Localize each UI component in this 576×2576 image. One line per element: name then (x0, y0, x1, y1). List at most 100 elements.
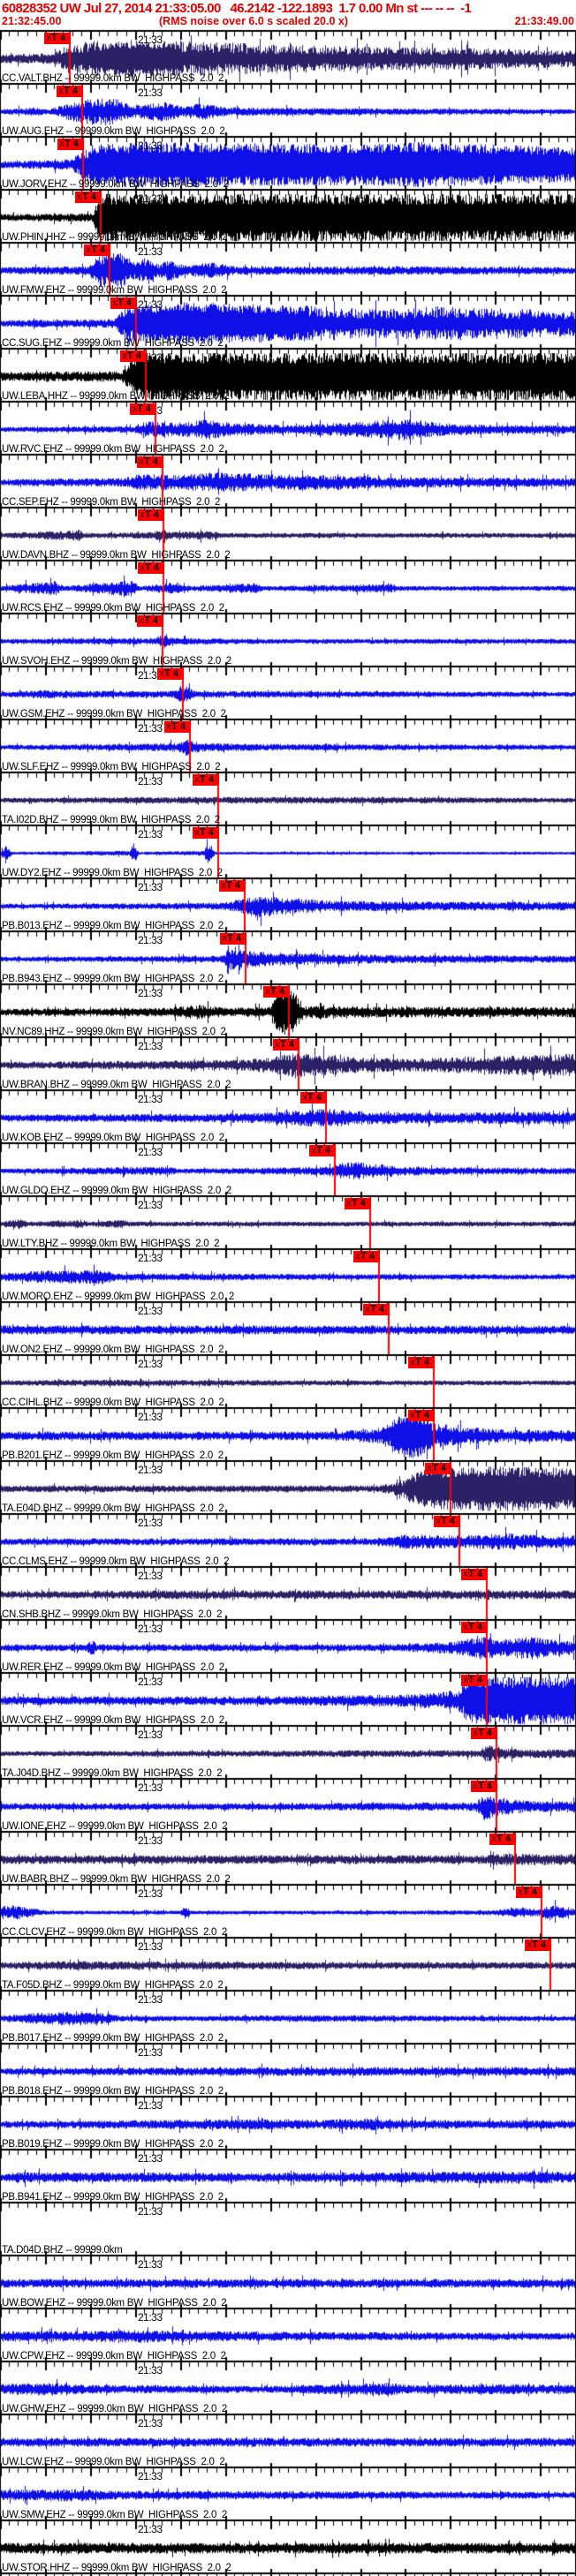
trace-label[interactable]: CC.SUG.EHZ -- 99999.0km BW HIGHPASS 2.0 … (2, 338, 224, 349)
pick-flag[interactable]: xT 4 (273, 1039, 299, 1051)
trace-label[interactable]: UW.SVOH.EHZ -- 99999.0km BW HIGHPASS 2.0… (2, 656, 231, 667)
pick-flag[interactable]: xT 4 (84, 245, 110, 256)
minute-label: 21:33 (138, 1940, 163, 1953)
trace-label[interactable]: PB.B201.EHZ -- 99999.0km BW HIGHPASS 2.0… (2, 1450, 224, 1461)
trace-label[interactable]: UW.AUG.EHZ -- 99999.0km BW HIGHPASS 2.0 … (2, 126, 225, 137)
minute-label: 21:33 (138, 139, 163, 152)
trace-label[interactable]: PB.B943.EHZ -- 99999.0km BW HIGHPASS 2.0… (2, 974, 224, 984)
pick-flag-label: T 4 (164, 668, 179, 679)
trace-label[interactable]: UW.VCR.EHZ -- 99999.0km BW HIGHPASS 2.0 … (2, 1715, 224, 1726)
trace-label[interactable]: UW.RER.EHZ -- 99999.0km BW HIGHPASS 2.0 … (2, 1662, 224, 1673)
pick-flag[interactable]: xT 4 (220, 933, 246, 945)
trace-label[interactable]: PB.B017.EHZ -- 99999.0km BW HIGHPASS 2.0… (2, 2033, 224, 2044)
pick-flag[interactable]: xT 4 (138, 562, 164, 574)
pick-flag-type: x (58, 86, 64, 96)
trace-label[interactable]: UW.KOB.EHZ -- 99999.0km BW HIGHPASS 2.0 … (2, 1133, 224, 1143)
trace-label[interactable]: CC.CLCV.EHZ -- 99999.0km BW HIGHPASS 2.0… (2, 1927, 227, 1938)
trace-label[interactable]: TA.E04D.BHZ -- 99999.0km BW HIGHPASS 2.0… (2, 1503, 224, 1514)
trace-label[interactable]: CC.SEP.EHZ -- 99999.0km BW HIGHPASS 2.0 … (2, 497, 221, 508)
trace-label[interactable]: NV.NC89.HHZ -- 99999.0km BW HIGHPASS 2.0… (2, 1027, 226, 1037)
trace-label[interactable]: UW.LCW.EHZ -- 99999.0km BW HIGHPASS 2.0 … (2, 2457, 225, 2467)
pick-flag-type: x (463, 1675, 469, 1685)
pick-flag[interactable]: xT 4 (353, 1251, 380, 1262)
trace-label[interactable]: UW.BRAN.BHZ -- 99999.0km BW HIGHPASS 2.0… (2, 1080, 231, 1090)
trace-label[interactable]: UW.PHIN.HHZ -- 99999.0km BW HIGHPASS 2.0… (2, 232, 228, 243)
trace-label[interactable]: UW.GHW.EHZ -- 99999.0km BW HIGHPASS 2.0 … (2, 2404, 227, 2414)
pick-flag[interactable]: xT 4 (57, 86, 83, 97)
trace-label[interactable]: TA.F05D.BHZ -- 99999.0km BW HIGHPASS 2.0… (2, 1980, 224, 1991)
pick-flag-type: x (139, 456, 145, 467)
pick-flag[interactable]: xT 4 (138, 509, 164, 521)
pick-flag[interactable]: xT 4 (345, 1198, 371, 1209)
pick-flag[interactable]: xT 4 (425, 1463, 451, 1474)
trace-label[interactable]: UW.GSM.EHZ -- 99999.0km BW HIGHPASS 2.0 … (2, 709, 226, 719)
pick-flag[interactable]: xT 4 (219, 880, 246, 892)
pick-flag[interactable]: xT 4 (44, 33, 71, 44)
pick-flag[interactable]: xT 4 (471, 1781, 497, 1792)
pick-flag[interactable]: xT 4 (461, 1569, 488, 1580)
pick-flag[interactable]: xT 4 (300, 1092, 327, 1103)
trace-label[interactable]: UW.FMW.EHZ -- 99999.0km BW HIGHPASS 2.0 … (2, 285, 227, 296)
trace-label[interactable]: PB.B018.EHZ -- 99999.0km BW HIGHPASS 2.0… (2, 2086, 224, 2097)
pick-flag[interactable]: xT 4 (525, 1940, 551, 1951)
trace-label[interactable]: UW.CPW.EHZ -- 99999.0km BW HIGHPASS 2.0 … (2, 2351, 226, 2361)
pick-flag[interactable]: xT 4 (137, 615, 163, 627)
pick-flag[interactable]: xT 4 (363, 1304, 390, 1315)
trace-label[interactable]: CC.CLMS.EHZ -- 99999.0km BW HIGHPASS 2.0… (2, 1556, 230, 1567)
trace-label[interactable]: UW.MORO.EHZ -- 99999.0km BW HIGHPASS 2.0… (2, 1292, 234, 1302)
pick-flag[interactable]: xT 4 (408, 1357, 435, 1368)
trace-label[interactable]: CN.SHB.BHZ -- 99999.0km BW HIGHPASS 2.0 … (2, 1609, 223, 1620)
pick-flag[interactable]: xT 4 (137, 456, 163, 468)
pick-flag[interactable]: xT 4 (193, 827, 219, 839)
trace-label[interactable]: UW.LEBA.HHZ -- 99999.0km BW HIGHPASS 2.0… (2, 391, 230, 402)
trace-label[interactable]: UW.RVC.EHZ -- 99999.0km BW HIGHPASS 2.0 … (2, 444, 224, 455)
trace-label[interactable]: UW.BOW.EHZ -- 99999.0km BW HIGHPASS 2.0 … (2, 2298, 227, 2309)
pick-flag[interactable]: xT 4 (120, 350, 147, 362)
pick-flag[interactable]: xT 4 (164, 721, 191, 733)
trace-label[interactable]: CC.VALT.BHZ -- 99999.0km BW HIGHPASS 2.0… (2, 73, 224, 84)
pick-flag-label: T 4 (496, 1834, 512, 1844)
trace-label[interactable]: PB.B019.EHZ -- 99999.0km BW HIGHPASS 2.0… (2, 2139, 224, 2150)
pick-flag[interactable]: xT 4 (516, 1887, 542, 1898)
pick-flag[interactable]: xT 4 (434, 1516, 460, 1527)
trace-label[interactable]: UW.ON2.EHZ -- 99999.0km BW HIGHPASS 2.0 … (2, 1344, 224, 1355)
trace-label[interactable]: UW.SLF.EHZ -- 99999.0km BW HIGHPASS 2.0 … (2, 762, 221, 772)
trace-label[interactable]: UW.IONE.EHZ -- 99999.0km BW HIGHPASS 2.0… (2, 1821, 228, 1832)
pick-flag-type: x (410, 1357, 416, 1367)
trace-label[interactable]: TA.D04D.BHZ -- 99999.0km (2, 2245, 123, 2256)
pick-flag-type: x (463, 1622, 469, 1632)
trace-label[interactable]: TA.J04D.BHZ -- 99999.0km BW HIGHPASS 2.0… (2, 1768, 223, 1779)
pick-flag[interactable]: xT 4 (193, 774, 219, 786)
pick-flag[interactable]: xT 4 (461, 1675, 488, 1686)
trace-label[interactable]: TA.I02D.BHZ -- 99999.0km BW HIGHPASS 2.0… (2, 815, 220, 825)
pick-flag[interactable]: xT 4 (471, 1728, 497, 1739)
pick-flag-label: T 4 (137, 403, 152, 414)
pick-flag[interactable]: xT 4 (130, 403, 156, 415)
pick-flag[interactable]: xT 4 (461, 1622, 488, 1633)
trace-label[interactable]: UW.GLDO.EHZ -- 99999.0km BW HIGHPASS 2.0… (2, 1186, 231, 1196)
trace-label[interactable]: UW.RCS.EHZ -- 99999.0km BW HIGHPASS 2.0 … (2, 603, 224, 614)
pick-flag[interactable]: xT 4 (263, 986, 290, 998)
pick-flag[interactable]: xT 4 (408, 1410, 435, 1421)
trace-label[interactable]: PB.B941.EHZ -- 99999.0km BW HIGHPASS 2.0… (2, 2192, 224, 2203)
pick-flag-type: x (491, 1834, 497, 1844)
trace-label[interactable]: UW.JORV.EHZ -- 99999.0km BW HIGHPASS 2.0… (2, 179, 229, 190)
trace-label[interactable]: PB.B013.EHZ -- 99999.0km BW HIGHPASS 2.0… (2, 921, 224, 931)
pick-flag[interactable]: xT 4 (75, 192, 102, 203)
pick-flag-label: T 4 (432, 1463, 447, 1473)
pick-flag[interactable]: xT 4 (57, 139, 84, 150)
pick-flag[interactable]: xT 4 (309, 1145, 336, 1156)
pick-flag[interactable]: xT 4 (157, 668, 184, 680)
pick-flag[interactable]: xT 4 (489, 1834, 516, 1845)
trace-label[interactable]: UW.DAVN.BHZ -- 99999.0km BW HIGHPASS 2.0… (2, 550, 231, 561)
trace-label[interactable]: CC.CIHL.BHZ -- 99999.0km BW HIGHPASS 2.0… (2, 1397, 224, 1408)
pick-flag[interactable]: xT 4 (110, 298, 137, 309)
pick-flag-type: x (194, 774, 201, 785)
trace-label[interactable]: UW.STOR.HHZ -- 99999.0km BW HIGHPASS 2.0… (2, 2563, 231, 2573)
trace-label[interactable]: UW.BABR.BHZ -- 99999.0km BW HIGHPASS 2.0… (2, 1874, 231, 1885)
trace-label[interactable]: UW.SMW.EHZ -- 99999.0km BW HIGHPASS 2.0 … (2, 2510, 227, 2520)
trace-label[interactable]: UW.LTY.BHZ -- 99999.0km BW HIGHPASS 2.0 … (2, 1239, 220, 1249)
trace-label[interactable]: UW.DY2.EHZ -- 99999.0km BW HIGHPASS 2.0 … (2, 868, 223, 878)
